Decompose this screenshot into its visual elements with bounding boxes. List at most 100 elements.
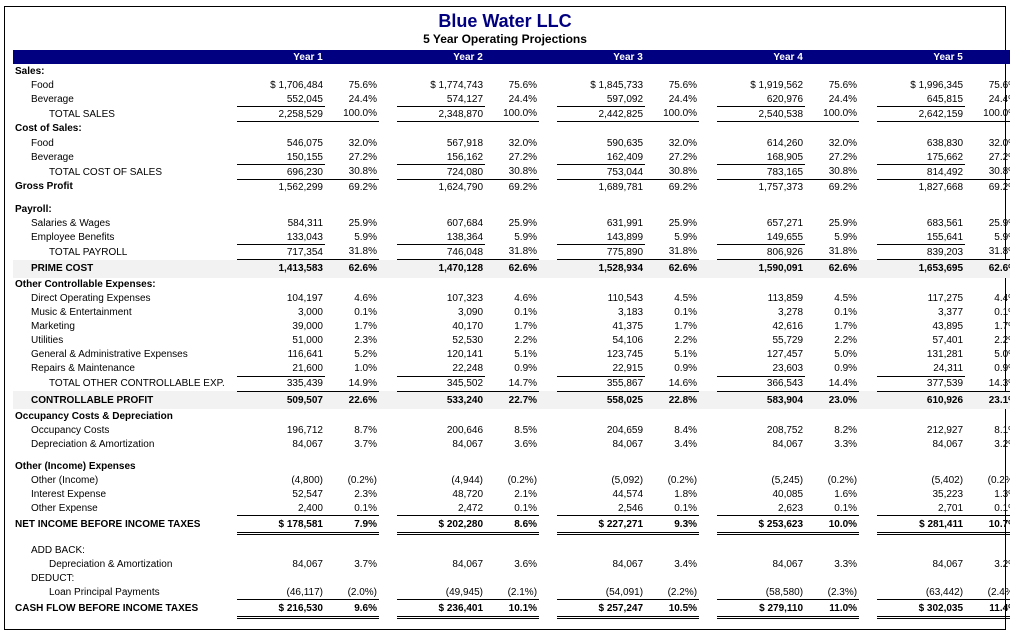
percent-cell: 27.2% xyxy=(805,150,859,165)
amount-cell: 35,223 xyxy=(877,487,965,501)
amount-cell: 40,170 xyxy=(397,320,485,334)
table-row: CASH FLOW BEFORE INCOME TAXES$ 216,5309.… xyxy=(13,600,1010,618)
amount-cell: 839,203 xyxy=(877,245,965,260)
amount-cell: 583,904 xyxy=(717,391,805,409)
amount-cell: 1,689,781 xyxy=(557,180,645,195)
amount-cell: 123,745 xyxy=(557,348,645,362)
percent-cell: 32.0% xyxy=(645,136,699,150)
percent-cell: 9.3% xyxy=(645,516,699,534)
percent-cell: 32.0% xyxy=(805,136,859,150)
percent-cell: 3.4% xyxy=(645,437,699,451)
amount-cell: $ 236,401 xyxy=(397,600,485,618)
amount-cell: 155,641 xyxy=(877,230,965,245)
table-row: Cost of Sales: xyxy=(13,122,1010,137)
amount-cell: 52,547 xyxy=(237,487,325,501)
amount-cell: 84,067 xyxy=(717,557,805,571)
section-label: Occupancy Costs & Depreciation xyxy=(13,409,237,423)
line-label: ADD BACK: xyxy=(13,543,237,557)
amount-cell: 366,543 xyxy=(717,376,805,391)
amount-cell: $ 279,110 xyxy=(717,600,805,618)
table-row: CONTROLLABLE PROFIT509,50722.6%533,24022… xyxy=(13,391,1010,409)
percent-cell: 4.6% xyxy=(325,292,379,306)
table-row: Payroll: xyxy=(13,202,1010,216)
amount-cell: 1,528,934 xyxy=(557,260,645,278)
amount-cell: 51,000 xyxy=(237,334,325,348)
section-label: Payroll: xyxy=(13,202,237,216)
percent-cell: 27.2% xyxy=(645,150,699,165)
percent-cell: 25.9% xyxy=(325,216,379,230)
amount-cell: 84,067 xyxy=(717,437,805,451)
amount-cell: 2,400 xyxy=(237,501,325,516)
table-row: Employee Benefits133,0435.9%138,3645.9%1… xyxy=(13,230,1010,245)
percent-cell: 1.3% xyxy=(965,487,1010,501)
percent-cell: (0.2%) xyxy=(645,473,699,487)
table-row: Loan Principal Payments(46,117)(2.0%)(49… xyxy=(13,585,1010,600)
amount-cell: (46,117) xyxy=(237,585,325,600)
amount-cell: 775,890 xyxy=(557,245,645,260)
percent-cell: (2.2%) xyxy=(645,585,699,600)
percent-cell: 27.2% xyxy=(485,150,539,165)
percent-cell: 0.9% xyxy=(805,362,859,377)
amount-cell: 84,067 xyxy=(397,557,485,571)
percent-cell: 2.2% xyxy=(965,334,1010,348)
table-row: TOTAL OTHER CONTROLLABLE EXP.335,43914.9… xyxy=(13,376,1010,391)
percent-cell: 3.2% xyxy=(965,557,1010,571)
percent-cell: 0.1% xyxy=(645,306,699,320)
percent-cell: 10.5% xyxy=(645,600,699,618)
table-row: Repairs & Maintenance21,6001.0%22,2480.9… xyxy=(13,362,1010,377)
percent-cell: 27.2% xyxy=(965,150,1010,165)
amount-cell: 24,311 xyxy=(877,362,965,377)
percent-cell: 24.4% xyxy=(325,92,379,107)
amount-cell: 509,507 xyxy=(237,391,325,409)
amount-cell: 355,867 xyxy=(557,376,645,391)
amount-cell: 2,442,825 xyxy=(557,107,645,122)
year-header: Year 3 xyxy=(557,50,699,64)
percent-cell: 0.9% xyxy=(485,362,539,377)
amount-cell: (58,580) xyxy=(717,585,805,600)
percent-cell: 5.9% xyxy=(485,230,539,245)
percent-cell: 30.8% xyxy=(965,165,1010,180)
percent-cell: (2.3%) xyxy=(805,585,859,600)
year-header-row: Year 1Year 2Year 3Year 4Year 5 xyxy=(13,50,1010,64)
amount-cell: 746,048 xyxy=(397,245,485,260)
line-label: Food xyxy=(13,78,237,92)
percent-cell: 10.1% xyxy=(485,600,539,618)
amount-cell: 2,472 xyxy=(397,501,485,516)
percent-cell: 1.7% xyxy=(645,320,699,334)
percent-cell: 100.0% xyxy=(805,107,859,122)
amount-cell: 2,258,529 xyxy=(237,107,325,122)
percent-cell: (2.0%) xyxy=(325,585,379,600)
amount-cell: (5,092) xyxy=(557,473,645,487)
amount-cell: 120,141 xyxy=(397,348,485,362)
amount-cell: 84,067 xyxy=(877,557,965,571)
line-label: Depreciation & Amortization xyxy=(13,557,237,571)
percent-cell: 0.1% xyxy=(485,501,539,516)
line-label: Repairs & Maintenance xyxy=(13,362,237,377)
amount-cell: 48,720 xyxy=(397,487,485,501)
percent-cell: 0.9% xyxy=(965,362,1010,377)
table-row: Occupancy Costs & Depreciation xyxy=(13,409,1010,423)
percent-cell: 24.4% xyxy=(645,92,699,107)
percent-cell: 22.8% xyxy=(645,391,699,409)
amount-cell: 23,603 xyxy=(717,362,805,377)
amount-cell: $ 281,411 xyxy=(877,516,965,534)
amount-cell: 52,530 xyxy=(397,334,485,348)
percent-cell: 5.1% xyxy=(645,348,699,362)
line-label: TOTAL COST OF SALES xyxy=(13,165,237,180)
amount-cell: $ 253,623 xyxy=(717,516,805,534)
major-label: PRIME COST xyxy=(13,260,237,278)
percent-cell: 69.2% xyxy=(485,180,539,195)
percent-cell: 10.0% xyxy=(805,516,859,534)
table-row: DEDUCT: xyxy=(13,571,1010,585)
amount-cell: 683,561 xyxy=(877,216,965,230)
percent-cell: 3.2% xyxy=(965,437,1010,451)
percent-cell: 5.9% xyxy=(965,230,1010,245)
line-label: Occupancy Costs xyxy=(13,423,237,437)
percent-cell: 5.0% xyxy=(805,348,859,362)
percent-cell: 25.9% xyxy=(965,216,1010,230)
amount-cell: 110,543 xyxy=(557,292,645,306)
company-title: Blue Water LLC xyxy=(13,11,997,32)
amount-cell: 156,162 xyxy=(397,150,485,165)
percent-cell: (0.2%) xyxy=(805,473,859,487)
amount-cell: (5,402) xyxy=(877,473,965,487)
